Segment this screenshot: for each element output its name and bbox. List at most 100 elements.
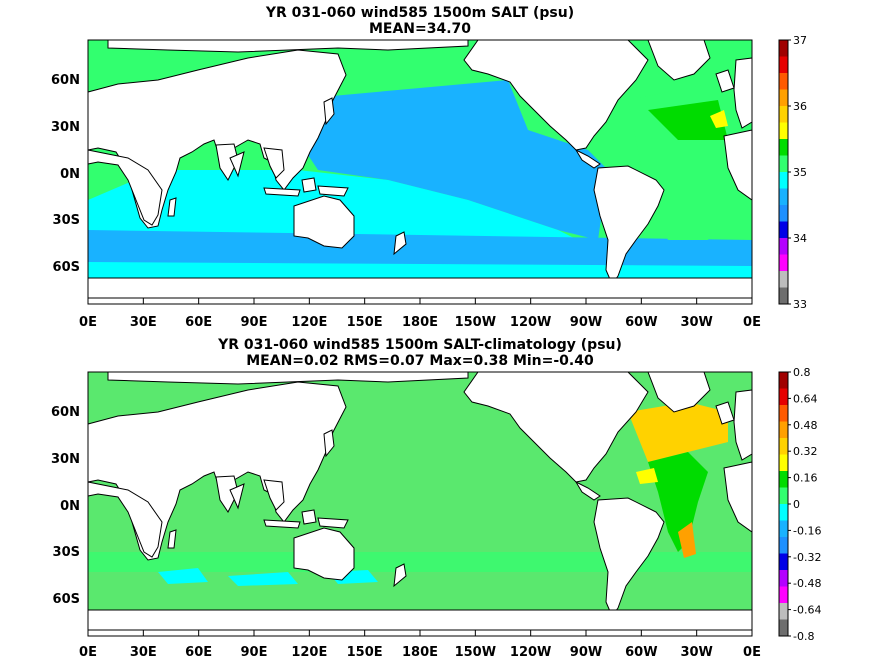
colorbar-swatch: [779, 56, 788, 73]
colorbar-tick-label: 33: [793, 298, 807, 311]
panel2-atlantic-green-tongue: [648, 452, 708, 552]
colorbar-swatch: [779, 221, 788, 238]
colorbar-tick-label: 34: [793, 232, 807, 245]
panel1-title: YR 031-060 wind585 1500m SALT (psu): [265, 5, 574, 21]
lon-tick-label: 60E: [185, 645, 212, 660]
colorbar-tick-label: 36: [793, 100, 807, 113]
lon-tick-label: 120W: [510, 315, 551, 330]
colorbar-swatch: [779, 570, 788, 587]
panel1-atlantic-dark-green: [648, 100, 728, 140]
lon-tick-label: 150E: [347, 315, 383, 330]
colorbar-tick-label: -0.8: [793, 630, 814, 643]
colorbar-swatch: [779, 487, 788, 504]
panel2-subtitle: MEAN=0.02 RMS=0.07 Max=0.38 Min=-0.40: [246, 353, 594, 369]
panel1-colorbar: 37 36 35 34 33: [778, 34, 807, 311]
lon-tick-label: 60E: [185, 315, 212, 330]
colorbar-swatch: [779, 454, 788, 471]
colorbar-tick-label: 0.32: [793, 445, 818, 458]
colorbar-swatch: [779, 619, 788, 636]
lon-tick-label: 0E: [79, 645, 97, 660]
colorbar-tick-label: 0.8: [793, 366, 811, 379]
panel2-cyan-patch: [228, 572, 298, 586]
colorbar-swatch: [779, 520, 788, 537]
colorbar-tick-label: -0.48: [793, 577, 821, 590]
colorbar-tick-label: 0.64: [793, 392, 818, 405]
colorbar-tick-label: 0.48: [793, 419, 818, 432]
colorbar-swatch: [779, 553, 788, 570]
lon-tick-label: 180E: [402, 645, 438, 660]
panel1-lat-tick: 0N: [60, 167, 80, 182]
panel2-lat-tick: 30S: [53, 545, 80, 560]
colorbar-swatch: [779, 603, 788, 620]
colorbar-swatch: [779, 421, 788, 438]
colorbar-swatch: [779, 271, 788, 288]
colorbar-swatch: [779, 586, 788, 603]
colorbar-swatch: [779, 73, 788, 90]
lon-tick-label: 60W: [625, 645, 657, 660]
colorbar-swatch: [779, 106, 788, 123]
lon-tick-label: 120E: [291, 645, 327, 660]
panel1-antarctic-cyan: [88, 262, 752, 280]
colorbar-tick-label: -0.64: [793, 604, 821, 617]
panel2-atlantic-yellow: [628, 402, 728, 462]
colorbar-swatch: [779, 372, 788, 389]
panel2-lat-tick: 0N: [60, 499, 80, 514]
panel2-gulf-yellow: [636, 468, 658, 484]
colorbar-swatch: [779, 388, 788, 405]
panel2-cyan-patch: [158, 568, 208, 584]
lon-tick-label: 150W: [455, 645, 496, 660]
lon-tick-label: 90E: [241, 315, 268, 330]
colorbar-swatch: [779, 40, 788, 57]
panel1-lon-axis: 0E 30E 60E 90E 120E 150E 180E 150W 120W 90W 60W 30W…: [79, 298, 761, 330]
colorbar-swatch: [779, 205, 788, 222]
colorbar-swatch: [779, 471, 788, 488]
colorbar-swatch: [779, 188, 788, 205]
colorbar-tick-label: 35: [793, 166, 807, 179]
colorbar-tick-label: -0.16: [793, 524, 821, 537]
lon-tick-label: 120E: [291, 315, 327, 330]
lon-tick-label: 30W: [680, 645, 712, 660]
lon-tick-label: 90W: [570, 645, 602, 660]
lon-tick-label: 30E: [130, 645, 157, 660]
colorbar-swatch: [779, 122, 788, 139]
panel2-lat-tick: 60S: [53, 592, 80, 607]
lon-tick-label: 150W: [455, 315, 496, 330]
lon-tick-label: 0E: [743, 315, 761, 330]
lon-tick-label: 30E: [130, 315, 157, 330]
lon-tick-label: 180E: [402, 315, 438, 330]
lon-tick-label: 150E: [347, 645, 383, 660]
colorbar-swatch: [779, 504, 788, 521]
panel1-med-outflow-yellow: [710, 110, 728, 128]
panel2-orange-patch: [678, 522, 696, 558]
colorbar-swatch: [779, 254, 788, 271]
lon-tick-label: 60W: [625, 315, 657, 330]
colorbar-swatch: [779, 238, 788, 255]
panel2-lat-tick: 60N: [51, 405, 80, 420]
lon-tick-label: 120W: [510, 645, 551, 660]
colorbar-swatch: [779, 139, 788, 156]
colorbar-tick-label: -0.32: [793, 551, 821, 564]
colorbar-swatch: [779, 405, 788, 422]
panel1-lat-axis: 60N 30N 0N 30S 60S: [51, 73, 80, 275]
panel1-lat-tick: 30S: [53, 213, 80, 228]
colorbar-tick-label: 0: [793, 498, 800, 511]
colorbar-swatch: [779, 537, 788, 554]
lon-tick-label: 30W: [680, 315, 712, 330]
panel2-lat-axis: 60N 30N 0N 30S 60S: [51, 405, 80, 607]
panel1-subtitle: MEAN=34.70: [369, 21, 471, 37]
lon-tick-label: 90W: [570, 315, 602, 330]
panel2-title: YR 031-060 wind585 1500m SALT-climatolog…: [217, 337, 622, 353]
colorbar-tick-label: 37: [793, 34, 807, 47]
panel1-lat-tick: 60S: [53, 260, 80, 275]
lon-tick-label: 90E: [241, 645, 268, 660]
panel1-map: [87, 39, 753, 305]
colorbar-swatch: [779, 287, 788, 304]
colorbar-tick-label: 0.16: [793, 472, 818, 485]
panel2-map: [87, 371, 753, 637]
colorbar-swatch: [779, 155, 788, 172]
panel2-colorbar: 0.8 0.64 0.48 0.32 0.16 0 -0.16 -0.32 -0.48 -0.64…: [778, 366, 821, 643]
colorbar-swatch: [779, 89, 788, 106]
panel2-southern-band: [88, 552, 752, 572]
panel1-lat-tick: 60N: [51, 73, 80, 88]
